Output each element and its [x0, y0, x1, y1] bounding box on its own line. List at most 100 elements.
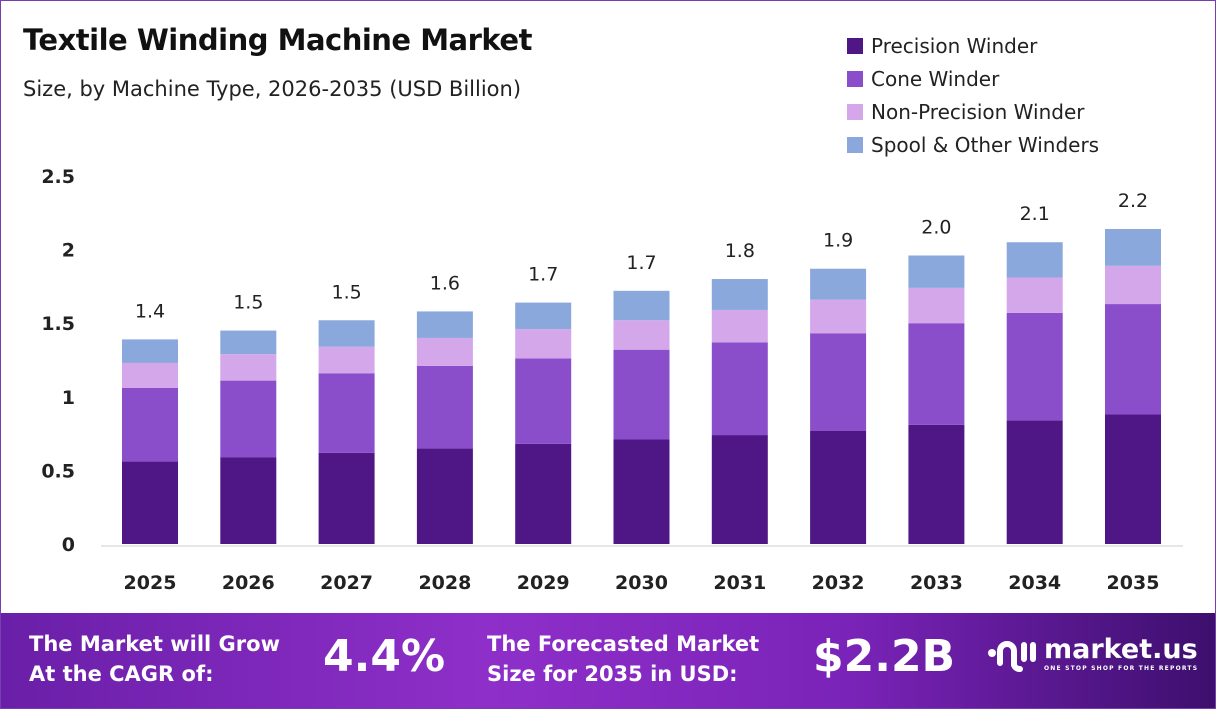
market-us-logo: market.us ONE STOP SHOP FOR THE REPORTS [986, 633, 1198, 673]
bar-segment-cone-winder [318, 373, 375, 453]
bar-segment-non-precision-winder [416, 337, 473, 366]
logo-name: market.us [1044, 634, 1198, 665]
bar-segment-non-precision-winder [613, 320, 670, 350]
bar-segment-cone-winder [416, 365, 473, 449]
bar-segment-cone-winder [1006, 312, 1063, 421]
x-tick-label: 2032 [812, 572, 865, 594]
legend-item-spool-other-winders: Spool & Other Winders [847, 128, 1099, 161]
bar-segment-precision-winder [711, 435, 768, 544]
legend-swatch [847, 136, 863, 153]
legend-swatch [847, 70, 863, 87]
bar-segment-cone-winder [220, 380, 277, 458]
bar-segment-cone-winder [908, 323, 965, 425]
x-tick-label: 2028 [418, 572, 471, 594]
total-label: 1.7 [528, 264, 558, 286]
bar-segment-spool-other-winders [810, 268, 867, 300]
bar-segment-non-precision-winder [122, 362, 178, 388]
market-size-label-line2: Size for 2035 in USD: [487, 662, 738, 686]
legend-swatch [847, 37, 863, 54]
bar-segment-spool-other-winders [318, 320, 375, 347]
bar-segment-non-precision-winder [810, 299, 867, 334]
logo-tagline: ONE STOP SHOP FOR THE REPORTS [1044, 665, 1199, 672]
market-size-label-line1: The Forecasted Market [487, 632, 760, 656]
x-tick-label: 2029 [517, 572, 570, 594]
x-tick-label: 2027 [320, 572, 373, 594]
chart-title: Textile Winding Machine Market [23, 23, 532, 57]
bar-segment-precision-winder [1006, 420, 1063, 544]
cagr-label-line1: The Market will Grow [29, 632, 280, 656]
total-label: 2.1 [1020, 203, 1050, 225]
bar-segment-cone-winder [1105, 304, 1161, 415]
y-tick-label: 2 [62, 240, 75, 262]
x-tick-label: 2031 [713, 572, 766, 594]
total-label: 2.2 [1118, 190, 1148, 212]
x-tick-label: 2033 [910, 572, 963, 594]
cagr-label-line2: At the CAGR of: [29, 662, 214, 686]
bar-segment-spool-other-winders [1006, 242, 1063, 278]
bar-segment-spool-other-winders [122, 339, 178, 363]
bar-segment-non-precision-winder [515, 329, 572, 359]
bar-segment-non-precision-winder [711, 309, 768, 343]
bar-segment-precision-winder [810, 430, 867, 544]
y-tick-label: 2.5 [41, 166, 75, 188]
legend: Precision Winder Cone Winder Non-Precisi… [847, 29, 1099, 161]
bar-segment-precision-winder [908, 424, 965, 544]
total-label: 1.5 [331, 281, 361, 303]
total-label: 2.0 [921, 216, 951, 238]
bar-segment-spool-other-winders [613, 290, 670, 321]
bar-segment-non-precision-winder [1105, 265, 1161, 305]
total-label: 1.5 [233, 292, 263, 314]
legend-label: Cone Winder [871, 66, 1000, 91]
bar-segment-precision-winder [613, 439, 670, 544]
bar-segment-cone-winder [711, 342, 768, 436]
legend-label: Precision Winder [871, 33, 1038, 58]
x-tick-label: 2025 [124, 572, 177, 594]
bar-segment-spool-other-winders [711, 279, 768, 310]
market-size-value: $2.2B [813, 631, 956, 682]
legend-swatch [847, 103, 863, 120]
bar-segment-precision-winder [416, 448, 473, 544]
bar-segment-precision-winder [318, 452, 375, 544]
y-tick-label: 1.5 [41, 313, 75, 335]
y-tick-label: 1 [62, 387, 75, 409]
y-tick-label: 0 [62, 534, 75, 556]
bar-segment-cone-winder [613, 349, 670, 440]
bar-segment-precision-winder [1105, 414, 1161, 544]
bar-segment-non-precision-winder [220, 354, 277, 381]
x-tick-label: 2030 [615, 572, 668, 594]
x-tick-label: 2035 [1107, 572, 1160, 594]
cagr-value: 4.4% [323, 631, 446, 682]
bar-segment-non-precision-winder [1006, 277, 1063, 313]
stacked-bar-chart: 0 0.5 1 1.5 2 2.5 1.4 2025 1.5 2026 1.5 2027 1.6 2028… [41, 166, 1183, 594]
bar-segment-precision-winder [220, 457, 277, 544]
total-label: 1.8 [725, 240, 755, 262]
total-label: 1.4 [135, 300, 165, 322]
logo-mark-icon [988, 641, 1036, 672]
bar-segment-spool-other-winders [220, 330, 277, 355]
bar-segment-cone-winder [515, 358, 572, 444]
bar-segment-precision-winder [122, 461, 178, 544]
cagr-label: The Market will Grow At the CAGR of: [29, 629, 280, 689]
x-tick-label: 2026 [222, 572, 275, 594]
total-label: 1.6 [430, 272, 460, 294]
bar-segment-non-precision-winder [318, 346, 375, 374]
bar-segment-precision-winder [515, 443, 572, 544]
bar-segment-non-precision-winder [908, 287, 965, 324]
legend-item-cone-winder: Cone Winder [847, 62, 1099, 95]
bar-segment-spool-other-winders [515, 302, 572, 330]
bar-segment-spool-other-winders [908, 255, 965, 288]
market-size-label: The Forecasted Market Size for 2035 in US… [487, 629, 759, 689]
chart-subtitle: Size, by Machine Type, 2026-2035 (USD Bi… [23, 77, 522, 101]
y-tick-label: 0.5 [41, 460, 75, 482]
legend-item-precision-winder: Precision Winder [847, 29, 1099, 62]
bar-segment-cone-winder [122, 387, 178, 462]
legend-label: Non-Precision Winder [871, 99, 1085, 124]
total-label: 1.9 [823, 230, 853, 252]
total-label: 1.7 [626, 252, 656, 274]
legend-item-non-precision-winder: Non-Precision Winder [847, 95, 1099, 128]
legend-label: Spool & Other Winders [871, 132, 1100, 157]
bar-segment-cone-winder [810, 333, 867, 431]
bar-segment-spool-other-winders [416, 311, 473, 338]
bar-segment-spool-other-winders [1105, 228, 1161, 266]
